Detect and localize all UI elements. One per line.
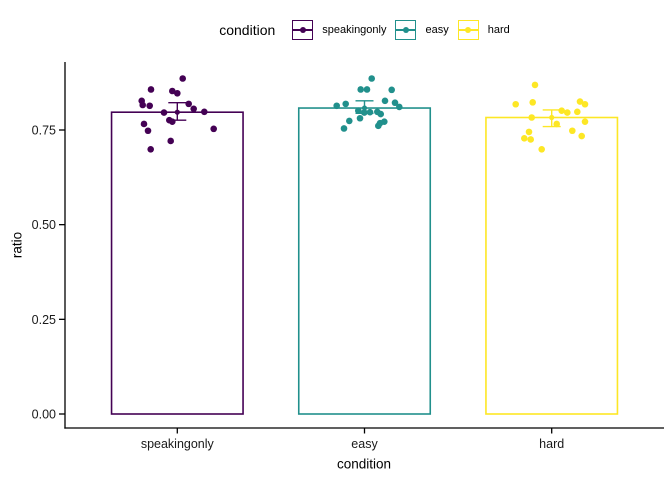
jitter-point-easy bbox=[346, 117, 353, 125]
jitter-point-speakingonly bbox=[147, 86, 155, 93]
legend-key-hard-icon bbox=[457, 20, 479, 40]
jitter-point-easy bbox=[333, 102, 341, 110]
jitter-point-speakingonly bbox=[169, 87, 176, 95]
legend-label-easy: easy bbox=[425, 24, 449, 36]
jitter-point-hard bbox=[564, 109, 571, 116]
jitter-point-hard bbox=[581, 118, 589, 125]
jitter-point-hard bbox=[528, 114, 535, 121]
x-tick-label-easy: easy bbox=[351, 437, 378, 451]
legend-key-speakingonly-icon bbox=[292, 20, 314, 40]
x-tick-label-speakingonly: speakingonly bbox=[141, 437, 215, 451]
jitter-point-speakingonly bbox=[147, 146, 154, 153]
bar-speakingonly bbox=[110, 111, 244, 415]
legend-entry-hard: hard bbox=[457, 20, 510, 40]
jitter-point-speakingonly bbox=[210, 125, 217, 133]
jitter-point-speakingonly bbox=[179, 75, 186, 82]
legend-key-easy-icon bbox=[395, 20, 417, 40]
jitter-point-easy bbox=[355, 107, 362, 114]
jitter-point-easy bbox=[375, 122, 382, 130]
jitter-point-hard bbox=[581, 100, 589, 108]
jitter-point-speakingonly bbox=[201, 108, 208, 116]
legend-label-hard: hard bbox=[487, 24, 510, 36]
jitter-point-easy bbox=[368, 75, 376, 82]
jitter-point-hard bbox=[574, 108, 581, 116]
jitter-point-hard bbox=[576, 98, 584, 105]
jitter-point-easy bbox=[357, 86, 365, 93]
bar-easy bbox=[297, 107, 432, 415]
legend-label-speakingonly: speakingonly bbox=[322, 24, 387, 36]
y-tick-label: 0.25 bbox=[32, 313, 56, 327]
jitter-point-speakingonly bbox=[139, 101, 146, 109]
jitter-point-hard bbox=[527, 136, 534, 143]
y-tick-label: 0.50 bbox=[32, 218, 56, 232]
jitter-point-speakingonly bbox=[169, 118, 176, 125]
y-tick-label: 0.00 bbox=[32, 408, 56, 422]
jitter-point-easy bbox=[381, 118, 388, 125]
jitter-point-speakingonly bbox=[140, 120, 148, 128]
jitter-point-hard bbox=[529, 99, 536, 106]
jitter-point-easy bbox=[342, 100, 350, 108]
jitter-point-easy bbox=[396, 103, 403, 111]
jitter-point-easy bbox=[356, 114, 364, 122]
x-axis-title: condition bbox=[336, 456, 392, 472]
jitter-point-easy bbox=[391, 99, 399, 107]
legend-key-dot bbox=[299, 27, 306, 33]
jitter-point-hard bbox=[558, 107, 565, 114]
chart-legend: condition speakingonly easy hard bbox=[65, 18, 664, 42]
bar-hard bbox=[485, 116, 619, 415]
jitter-point-hard bbox=[521, 135, 528, 142]
jitter-point-easy bbox=[363, 86, 371, 93]
jitter-point-speakingonly bbox=[144, 127, 152, 135]
legend-entry-easy: easy bbox=[395, 20, 449, 40]
legend-title: condition bbox=[219, 22, 276, 38]
mean-point-speakingonly bbox=[174, 109, 180, 115]
mean-point-hard bbox=[549, 114, 555, 121]
jitter-point-easy bbox=[388, 86, 396, 94]
mean-point-easy bbox=[361, 105, 368, 111]
y-tick-label: 0.75 bbox=[32, 123, 56, 137]
jitter-point-hard bbox=[525, 128, 533, 136]
jitter-point-speakingonly bbox=[146, 102, 153, 110]
jitter-point-hard bbox=[569, 127, 576, 135]
jitter-point-easy bbox=[377, 110, 385, 118]
jitter-point-hard bbox=[531, 81, 539, 89]
jitter-point-speakingonly bbox=[160, 109, 168, 116]
jitter-point-easy bbox=[366, 108, 374, 116]
legend-entry-speakingonly: speakingonly bbox=[292, 20, 386, 40]
jitter-point-hard bbox=[538, 146, 545, 153]
jitter-point-speakingonly bbox=[174, 89, 181, 97]
jitter-point-hard bbox=[553, 120, 560, 128]
y-axis-title: ratio bbox=[9, 231, 25, 259]
legend-key-dot bbox=[402, 27, 409, 33]
jitter-point-hard bbox=[512, 100, 519, 108]
jitter-point-speakingonly bbox=[185, 100, 192, 108]
jitter-point-easy bbox=[381, 97, 389, 105]
jitter-point-speakingonly bbox=[190, 105, 197, 113]
x-tick-label-hard: hard bbox=[539, 437, 564, 451]
jitter-point-speakingonly bbox=[167, 137, 174, 145]
jitter-point-easy bbox=[361, 109, 368, 116]
legend-key-dot bbox=[465, 27, 472, 33]
jitter-point-easy bbox=[340, 125, 348, 132]
jitter-point-hard bbox=[578, 132, 585, 140]
